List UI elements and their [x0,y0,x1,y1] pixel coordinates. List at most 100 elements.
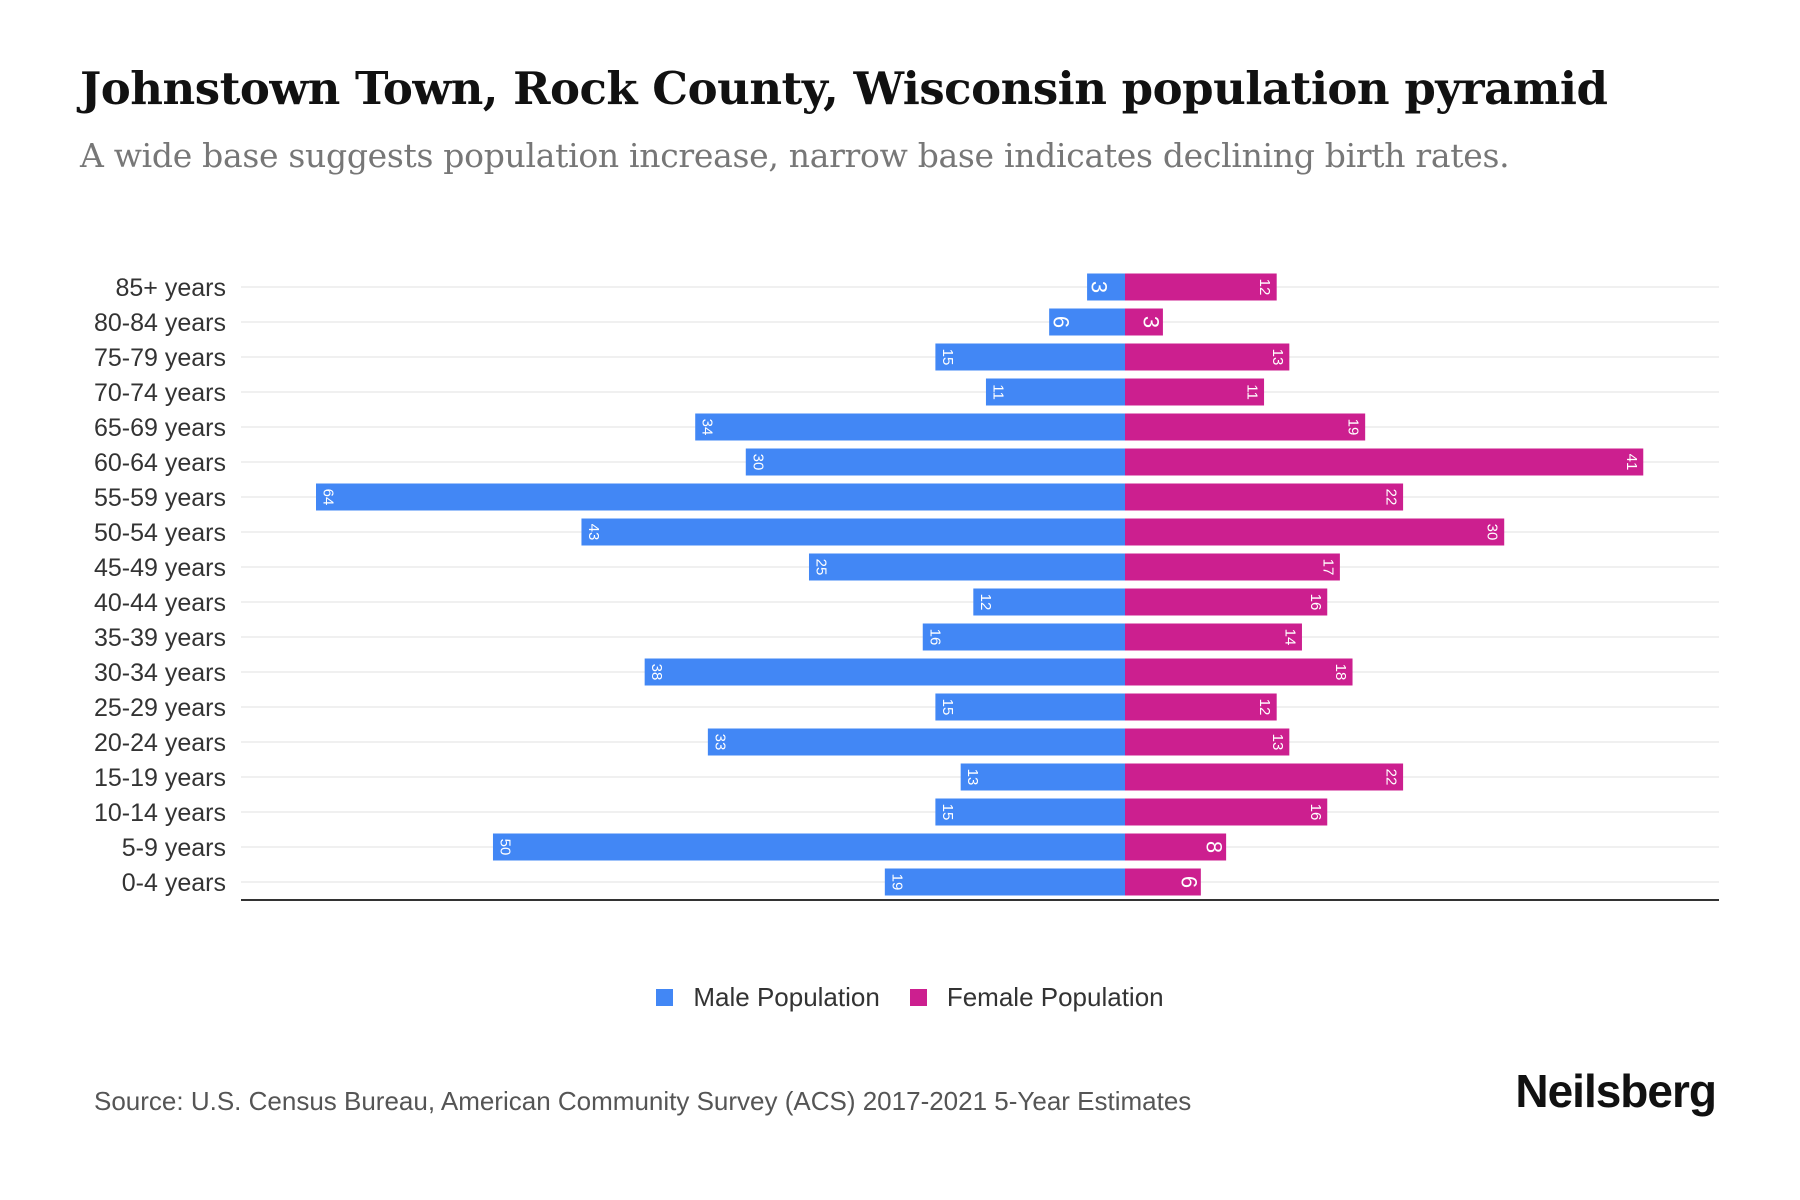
female-bar [1125,518,1505,546]
male-value-label: 25 [812,559,829,576]
y-tick-label: 25-29 years [94,694,226,722]
male-bar [808,553,1125,581]
y-tick-label: 30-34 years [94,659,226,687]
female-value-label: 3 [1138,316,1163,328]
y-tick-label: 50-54 years [94,519,226,547]
male-value-label: 13 [964,769,981,786]
male-bar [935,798,1125,826]
female-value-label: 14 [1281,629,1298,646]
male-bar [973,588,1125,616]
male-value-label: 12 [977,594,994,611]
female-bar [1125,413,1366,441]
male-value-label: 15 [939,699,956,716]
y-tick-label: 0-4 years [122,869,226,897]
female-bar [1125,798,1328,826]
male-bar [1087,273,1125,301]
legend-label-male: Male Population [693,982,880,1012]
male-value-label: 11 [989,384,1006,400]
female-bar [1125,658,1353,686]
source-note: Source: U.S. Census Bureau, American Com… [94,1086,1192,1116]
female-bar [1125,693,1277,721]
female-bar [1125,728,1290,756]
male-value-label: 16 [926,629,943,646]
female-value-label: 12 [1256,699,1273,716]
male-value-label: 34 [699,419,716,436]
female-bar [1125,763,1404,791]
female-value-label: 16 [1307,594,1324,611]
legend-swatch-female [909,989,927,1006]
male-value-label: 15 [939,804,956,821]
legend-item-female[interactable]: Female Population [909,982,1164,1013]
female-bar [1125,483,1404,511]
female-value-label: 8 [1202,841,1227,853]
male-value-label: 19 [888,874,905,891]
female-value-label: 22 [1383,769,1400,786]
female-value-label: 30 [1484,524,1501,541]
male-value-label: 43 [585,524,602,541]
female-value-label: 13 [1269,734,1286,751]
female-bar [1125,308,1163,336]
female-bar [1125,553,1340,581]
female-bar [1125,273,1277,301]
female-value-label: 22 [1383,489,1400,506]
y-tick-label: 60-64 years [94,449,226,477]
male-bar [707,728,1125,756]
male-value-label: 3 [1087,281,1112,293]
male-bar [935,343,1125,371]
y-tick-label: 20-24 years [94,729,226,757]
male-value-label: 50 [496,839,513,856]
y-tick-label: 10-14 years [94,799,226,827]
female-bar [1125,868,1201,896]
male-bar [1049,308,1125,336]
male-value-label: 30 [749,454,766,471]
male-value-label: 33 [711,734,728,751]
legend-label-female: Female Population [946,982,1164,1012]
y-tick-label: 80-84 years [94,309,226,337]
neilsberg-logo: Neilsberg [1515,1065,1717,1117]
male-bar [922,623,1125,651]
female-bar [1125,833,1227,861]
y-tick-label: 55-59 years [94,484,226,512]
male-value-label: 64 [320,489,337,506]
male-bar [935,693,1125,721]
female-value-label: 16 [1307,804,1324,821]
female-bar [1125,623,1302,651]
female-value-label: 18 [1332,664,1349,681]
population-pyramid-chart: 85+ years 3 12 80-84 years 6 3 75-79 years 15 13… [94,273,1719,901]
male-bar [492,833,1125,861]
female-value-label: 12 [1256,279,1273,296]
female-value-label: 13 [1269,349,1286,366]
male-bar [644,658,1125,686]
female-bar [1125,588,1328,616]
female-bar [1125,448,1644,476]
female-value-label: 19 [1345,419,1362,436]
y-tick-label: 15-19 years [94,764,226,792]
female-bar [1125,378,1265,406]
male-bar [316,483,1125,511]
female-bar [1125,343,1290,371]
male-bar [581,518,1125,546]
male-value-label: 15 [939,349,956,366]
legend: Male Population Female Population [0,982,1800,1013]
chart-title: Johnstown Town, Rock County, Wisconsin p… [80,62,1608,115]
y-tick-label: 70-74 years [94,379,226,407]
chart-subtitle: A wide base suggests population increase… [80,136,1510,175]
y-tick-label: 35-39 years [94,624,226,652]
legend-item-male[interactable]: Male Population [656,982,880,1013]
y-tick-label: 85+ years [116,274,227,302]
female-value-label: 6 [1176,876,1201,888]
male-bar [960,763,1125,791]
y-tick-label: 45-49 years [94,554,226,582]
male-value-label: 38 [648,664,665,681]
male-value-label: 6 [1049,316,1074,328]
female-value-label: 17 [1319,559,1336,576]
y-tick-label: 75-79 years [94,344,226,372]
legend-swatch-male [656,989,674,1006]
male-bar [884,868,1125,896]
y-tick-label: 5-9 years [122,834,226,862]
y-tick-label: 40-44 years [94,589,226,617]
male-bar [985,378,1125,406]
female-value-label: 41 [1623,454,1640,471]
male-bar [695,413,1125,441]
female-value-label: 11 [1244,384,1261,400]
